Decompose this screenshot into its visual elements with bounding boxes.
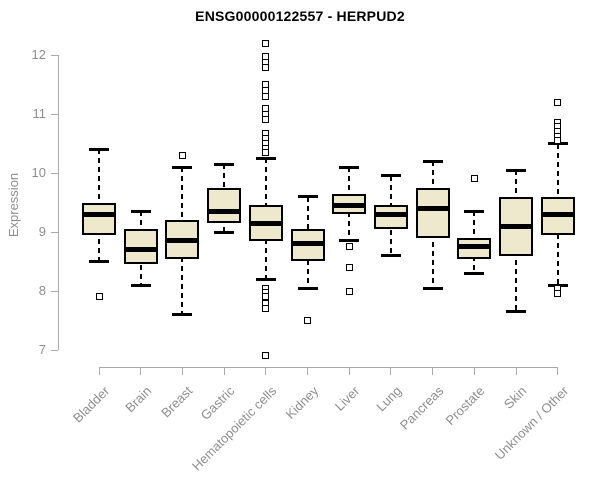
whisker-cap-lower xyxy=(255,277,276,281)
whisker-cap-lower xyxy=(506,310,526,314)
median-line xyxy=(332,202,367,208)
y-tick xyxy=(51,113,58,115)
x-tick xyxy=(307,367,308,375)
outlier-point xyxy=(262,305,270,313)
x-tick xyxy=(432,367,434,375)
whisker-cap-lower xyxy=(297,286,318,290)
x-tick xyxy=(348,367,350,375)
y-tick-label: 12 xyxy=(31,47,46,62)
y-tick-label: 7 xyxy=(38,342,46,357)
outlier-point xyxy=(95,293,103,301)
y-tick xyxy=(51,290,58,292)
whisker-cap-lower xyxy=(172,313,193,317)
whisker-cap-upper xyxy=(172,165,193,169)
outlier-point xyxy=(345,263,353,271)
box-bladder xyxy=(82,202,116,235)
median-line xyxy=(82,211,116,217)
y-tick-label: 10 xyxy=(31,165,46,180)
outlier-point xyxy=(345,243,353,251)
whisker-cap-upper xyxy=(422,159,443,163)
whisker-cap-lower xyxy=(464,271,485,275)
whisker-cap-lower xyxy=(214,230,235,234)
whisker-cap-lower xyxy=(339,239,360,243)
outlier-point xyxy=(554,290,562,298)
median-line xyxy=(207,208,242,214)
median-line xyxy=(248,220,283,226)
whisker-cap-lower xyxy=(380,254,401,258)
box-brain xyxy=(123,229,158,265)
outlier-point xyxy=(554,98,562,106)
x-tick xyxy=(140,367,142,375)
box-gastric xyxy=(207,187,242,224)
x-axis-line xyxy=(99,367,558,368)
y-tick xyxy=(51,172,58,174)
whisker-cap-upper xyxy=(214,162,235,166)
outlier-point xyxy=(262,352,270,360)
whisker-cap-lower xyxy=(89,260,109,263)
chart-title: ENSG00000122557 - HERPUD2 xyxy=(195,8,405,24)
outlier-point xyxy=(262,39,270,47)
whisker-cap-lower xyxy=(130,283,151,287)
y-tick-label: 11 xyxy=(32,106,47,121)
y-tick-label: 8 xyxy=(38,283,46,298)
median-line xyxy=(290,241,325,247)
x-tick xyxy=(265,367,267,375)
whisker-cap-upper xyxy=(380,174,401,178)
median-line xyxy=(373,211,408,217)
median-line xyxy=(540,211,575,217)
x-tick xyxy=(98,367,100,375)
x-tick xyxy=(390,367,392,375)
outlier-point xyxy=(262,92,270,100)
outlier-point xyxy=(262,116,270,124)
outlier-point xyxy=(262,293,270,301)
median-line xyxy=(499,223,533,229)
whisker-cap-upper xyxy=(297,195,318,199)
x-tick xyxy=(181,367,183,375)
x-tick xyxy=(223,367,225,375)
x-tick xyxy=(557,367,559,375)
whisker-cap-upper xyxy=(464,209,485,213)
whisker-cap-upper xyxy=(339,165,360,169)
outlier-point xyxy=(262,64,270,72)
outlier-point xyxy=(178,151,186,159)
box-lung xyxy=(373,205,408,230)
median-line xyxy=(457,244,492,250)
y-tick xyxy=(51,54,58,56)
outlier-point xyxy=(345,287,353,295)
x-tick xyxy=(473,367,475,375)
box-pancreas xyxy=(415,187,450,238)
median-line xyxy=(123,247,158,253)
whisker-cap-upper xyxy=(89,147,109,151)
y-tick-label: 9 xyxy=(38,224,46,239)
y-tick xyxy=(51,231,58,233)
outlier-point xyxy=(554,137,562,145)
whisker-cap-upper xyxy=(506,168,526,172)
outlier-point xyxy=(304,317,311,324)
y-tick xyxy=(51,349,58,351)
whisker-cap-lower xyxy=(422,286,443,290)
outlier-point xyxy=(470,175,478,183)
whisker-cap-upper xyxy=(130,209,151,213)
whisker-cap-upper xyxy=(255,156,276,160)
median-line xyxy=(165,238,200,244)
x-tick xyxy=(515,367,517,375)
median-line xyxy=(415,205,450,211)
y-axis-line xyxy=(58,55,59,350)
outlier-point xyxy=(262,148,270,156)
